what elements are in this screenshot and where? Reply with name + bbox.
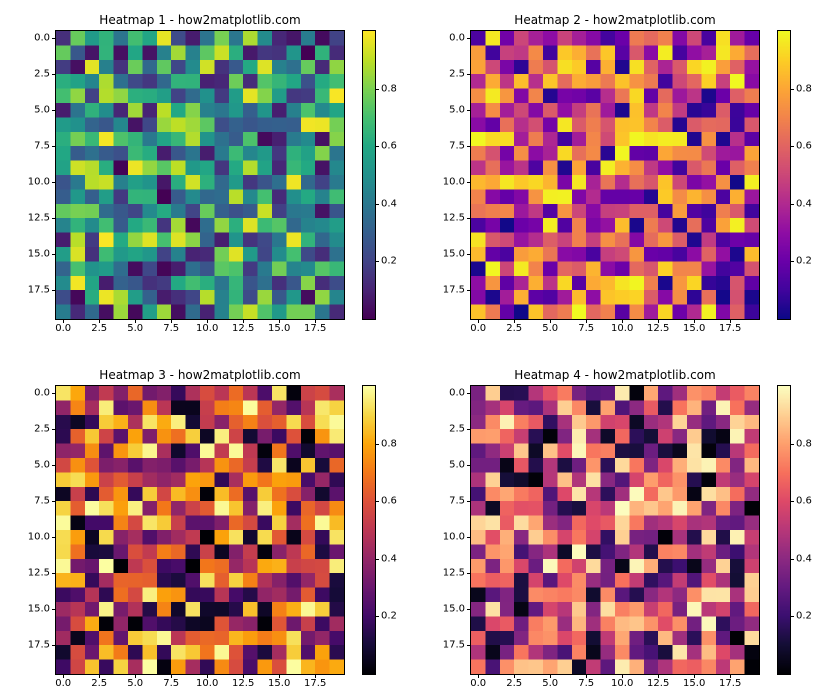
x-tick-label: 0.0: [470, 678, 486, 689]
y-tick-label: 15.0: [443, 604, 465, 615]
colorbar-tick-label: 0.2: [796, 611, 812, 622]
colorbar-canvas-4: [778, 386, 790, 674]
y-tick: [467, 609, 471, 610]
y-tick-label: 0.0: [449, 388, 465, 399]
x-tick-label: 7.5: [578, 678, 594, 689]
y-tick: [467, 645, 471, 646]
colorbar-tick: [790, 616, 794, 617]
x-tick-label: 5.0: [542, 678, 558, 689]
subplot-4: Heatmap 4 - how2matplotlib.com 0.0 0.0 2.5 2…: [0, 0, 840, 700]
heatmap-axes-4: Heatmap 4 - how2matplotlib.com0.00.02.52…: [470, 385, 760, 675]
x-tick-label: 15.0: [683, 678, 705, 689]
x-tick-label: 17.5: [719, 678, 741, 689]
colorbar-4: 0.20.40.60.8: [777, 385, 791, 675]
y-tick: [467, 537, 471, 538]
figure: Heatmap 1 - how2matplotlib.com0.00.02.52…: [0, 0, 840, 700]
y-tick-label: 12.5: [443, 568, 465, 579]
y-tick: [467, 393, 471, 394]
x-tick-label: 10.0: [611, 678, 633, 689]
heatmap-canvas-4: [471, 386, 759, 674]
x-tick-label: 12.5: [647, 678, 669, 689]
y-tick: [467, 501, 471, 502]
y-tick: [467, 429, 471, 430]
colorbar-tick: [790, 444, 794, 445]
heatmap-title-4: Heatmap 4 - how2matplotlib.com: [471, 368, 759, 382]
colorbar-tick-label: 0.4: [796, 553, 812, 564]
y-tick-label: 10.0: [443, 532, 465, 543]
y-tick-label: 17.5: [443, 640, 465, 651]
y-tick-label: 5.0: [449, 460, 465, 471]
y-tick: [467, 573, 471, 574]
colorbar-tick: [790, 559, 794, 560]
x-tick-label: 2.5: [506, 678, 522, 689]
y-tick-label: 2.5: [449, 424, 465, 435]
colorbar-tick-label: 0.6: [796, 496, 812, 507]
y-tick: [467, 465, 471, 466]
y-tick-label: 7.5: [449, 496, 465, 507]
colorbar-tick-label: 0.8: [796, 438, 812, 449]
colorbar-tick: [790, 501, 794, 502]
